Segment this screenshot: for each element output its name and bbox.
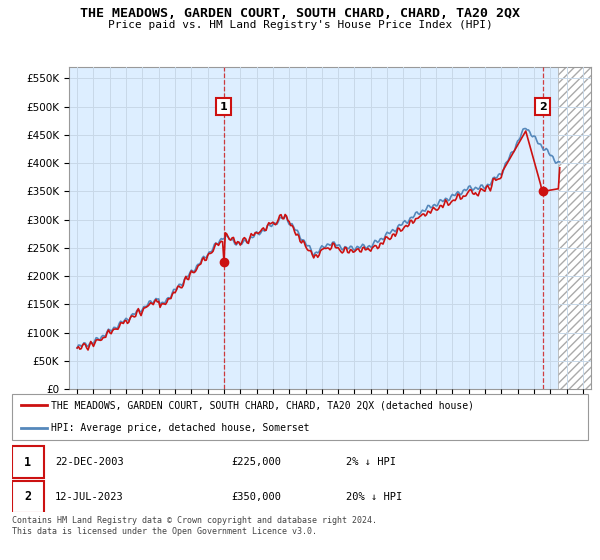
Text: 2: 2 [539, 102, 547, 112]
Text: 1: 1 [220, 102, 227, 112]
Text: 2% ↓ HPI: 2% ↓ HPI [346, 457, 396, 467]
Text: £350,000: £350,000 [231, 492, 281, 502]
Text: 2: 2 [24, 491, 31, 503]
Text: £225,000: £225,000 [231, 457, 281, 467]
Text: Price paid vs. HM Land Registry's House Price Index (HPI): Price paid vs. HM Land Registry's House … [107, 20, 493, 30]
Text: HPI: Average price, detached house, Somerset: HPI: Average price, detached house, Some… [51, 423, 310, 433]
FancyBboxPatch shape [12, 394, 588, 440]
FancyBboxPatch shape [12, 446, 44, 478]
Text: 20% ↓ HPI: 20% ↓ HPI [346, 492, 403, 502]
Text: Contains HM Land Registry data © Crown copyright and database right 2024.
This d: Contains HM Land Registry data © Crown c… [12, 516, 377, 536]
Text: 22-DEC-2003: 22-DEC-2003 [55, 457, 124, 467]
Text: THE MEADOWS, GARDEN COURT, SOUTH CHARD, CHARD, TA20 2QX (detached house): THE MEADOWS, GARDEN COURT, SOUTH CHARD, … [51, 400, 474, 410]
FancyBboxPatch shape [12, 481, 44, 513]
Text: 1: 1 [24, 455, 31, 469]
Text: THE MEADOWS, GARDEN COURT, SOUTH CHARD, CHARD, TA20 2QX: THE MEADOWS, GARDEN COURT, SOUTH CHARD, … [80, 7, 520, 20]
Text: 12-JUL-2023: 12-JUL-2023 [55, 492, 124, 502]
